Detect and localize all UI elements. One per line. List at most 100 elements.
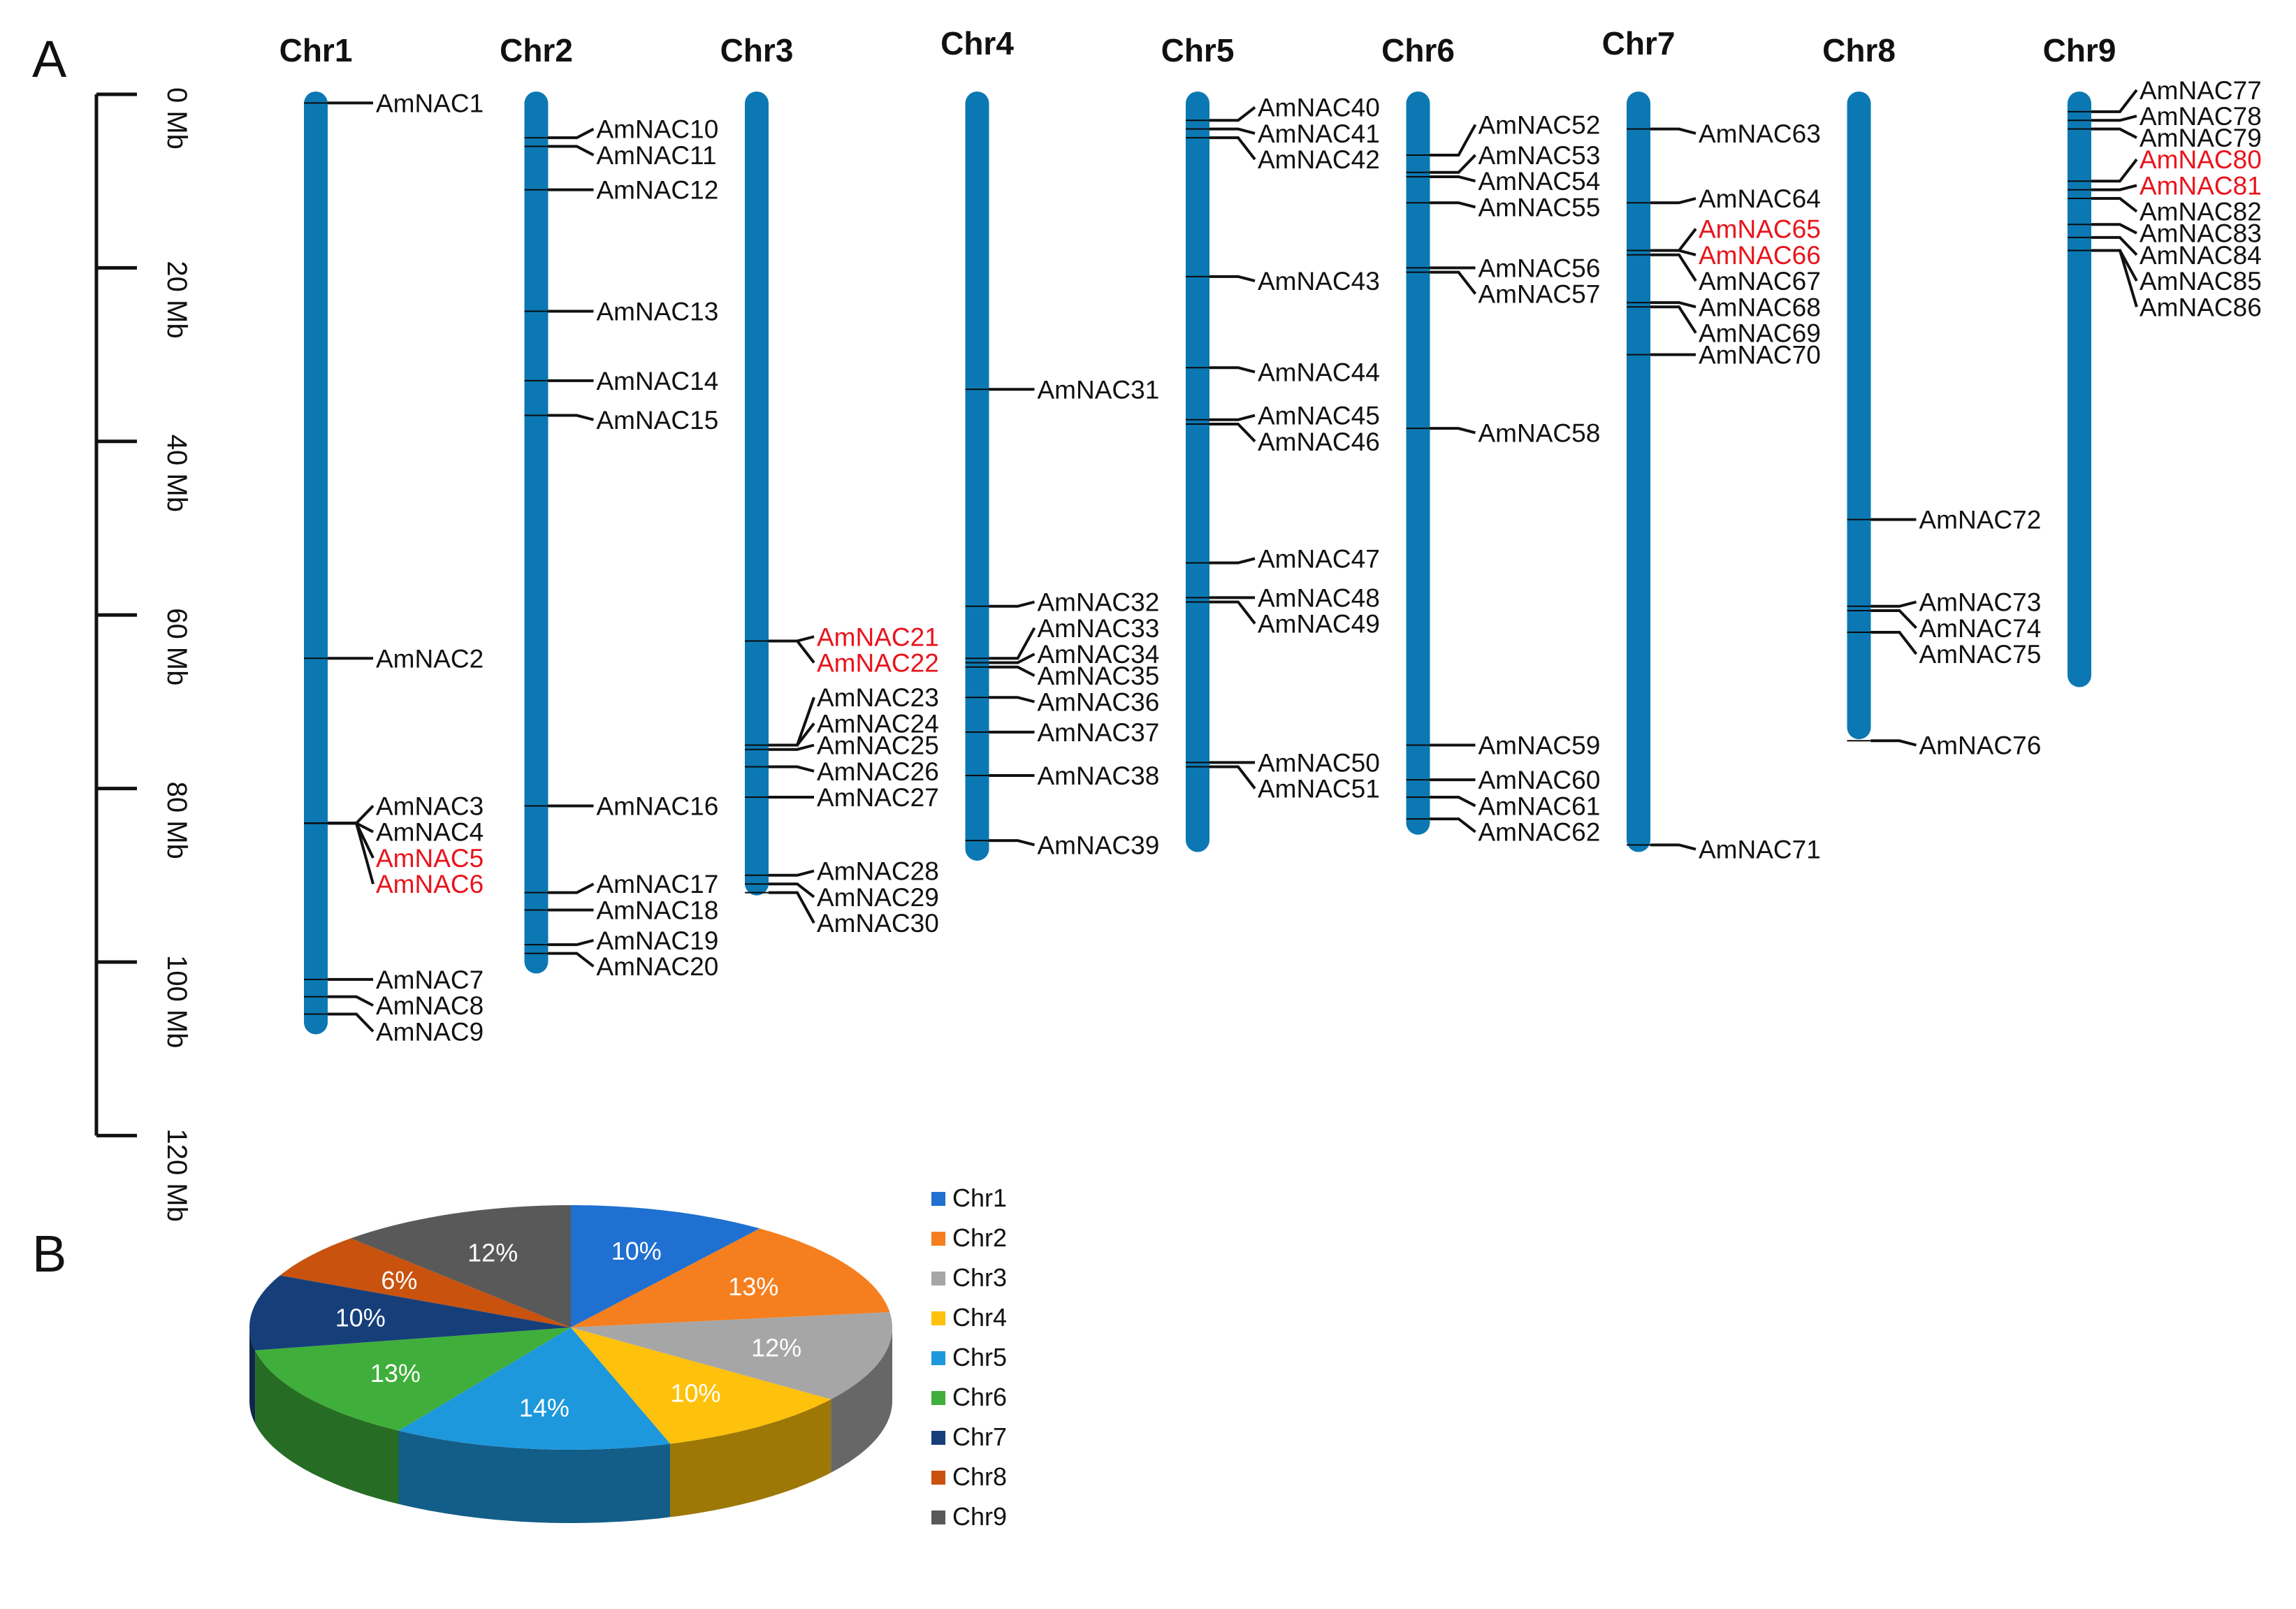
pie-top	[249, 1205, 892, 1450]
pie-value-label: 13%	[728, 1272, 778, 1301]
gene-connector	[2091, 115, 2137, 122]
gene-connector	[1430, 201, 1476, 209]
chromosome-chr4: Chr4AmNAC31AmNAC32AmNAC33AmNAC34AmNAC35A…	[940, 25, 1159, 861]
scale-tick-label: 20 Mb	[161, 261, 192, 338]
legend-swatch	[931, 1192, 945, 1206]
gene-label: AmNAC7	[376, 966, 484, 994]
legend-swatch	[931, 1510, 945, 1524]
gene-label: AmNAC59	[1478, 731, 1601, 760]
gene-connector	[1209, 765, 1256, 789]
gene-label: AmNAC15	[597, 406, 719, 435]
gene-label: AmNAC58	[1478, 418, 1601, 447]
gene-connector	[769, 639, 815, 664]
gene-label: AmNAC17	[597, 870, 719, 898]
pie-value-label: 12%	[467, 1239, 518, 1267]
gene-connector	[328, 1012, 375, 1033]
legend-label: Chr6	[952, 1383, 1007, 1411]
gene-connector	[1209, 600, 1256, 625]
chromosome-bar	[304, 92, 328, 1035]
gene-label: AmNAC37	[1038, 718, 1160, 747]
chromosome-bar	[745, 92, 769, 896]
gene-connector	[548, 145, 595, 156]
chromosome-map: Chr1AmNAC1AmNAC2AmNAC3AmNAC4AmNAC5AmNAC6…	[279, 25, 2262, 1046]
pie-value-label: 10%	[335, 1304, 386, 1332]
gene-label: AmNAC82	[2139, 198, 2262, 226]
gene-connector	[1209, 422, 1256, 443]
gene-connector	[769, 743, 815, 751]
gene-label: AmNAC2	[376, 644, 484, 673]
legend-label: Chr2	[952, 1223, 1007, 1252]
gene-connector	[1430, 175, 1476, 183]
gene-connector	[548, 127, 595, 140]
gene-connector	[1209, 414, 1256, 421]
gene-label: AmNAC14	[597, 367, 719, 395]
pie-side-chr6	[255, 1350, 399, 1504]
scale-tick-label: 40 Mb	[161, 435, 192, 512]
gene-label: AmNAC36	[1038, 687, 1160, 716]
gene-connector	[2091, 127, 2137, 139]
chromosome-bar	[965, 92, 989, 861]
gene-label: AmNAC23	[817, 683, 939, 712]
gene-connector	[1650, 127, 1696, 135]
gene-connector	[1430, 154, 1476, 174]
gene-connector	[1430, 270, 1477, 295]
gene-label: AmNAC76	[1919, 731, 2042, 760]
gene-label: AmNAC26	[817, 757, 939, 786]
gene-label: AmNAC44	[1258, 358, 1380, 386]
gene-label: AmNAC54	[1478, 167, 1601, 196]
scale-bar: 0 Mb 20 Mb 40 Mb 60 Mb 80 Mb 100 Mb 120 Mb	[94, 87, 192, 1222]
chromosome-chr3: Chr3AmNAC21AmNAC22AmNAC23AmNAC24AmNAC25A…	[720, 32, 939, 938]
gene-label: AmNAC21	[817, 623, 939, 651]
gene-label: AmNAC66	[1699, 241, 1821, 270]
gene-connector	[548, 414, 595, 421]
chromosome-title: Chr5	[1161, 32, 1235, 68]
gene-connector	[1870, 631, 1918, 655]
gene-connector	[1650, 843, 1696, 851]
gene-label: AmNAC77	[2139, 76, 2262, 105]
gene-label: AmNAC5	[376, 844, 484, 873]
gene-connector	[769, 722, 815, 747]
chromosome-bar	[1186, 92, 1209, 852]
gene-label: AmNAC19	[597, 926, 719, 955]
gene-connector	[1650, 253, 1697, 282]
gene-label: AmNAC20	[597, 952, 719, 981]
gene-connector	[1430, 796, 1476, 808]
legend-item-chr9: Chr9	[931, 1502, 1007, 1531]
gene-label: AmNAC3	[376, 792, 484, 820]
gene-connector	[2091, 184, 2137, 191]
gene-label: AmNAC40	[1258, 94, 1380, 122]
gene-label: AmNAC74	[1919, 614, 2042, 643]
chromosome-bar	[1627, 92, 1650, 852]
gene-label: AmNAC13	[597, 298, 719, 326]
gene-label: AmNAC34	[1038, 640, 1160, 669]
legend-label: Chr9	[952, 1502, 1007, 1531]
legend-item-chr4: Chr4	[931, 1303, 1007, 1332]
pie-side-chr3	[831, 1327, 892, 1473]
gene-label: AmNAC12	[597, 176, 719, 205]
gene-label: AmNAC25	[817, 731, 939, 760]
gene-label: AmNAC4	[376, 818, 484, 847]
gene-label: AmNAC33	[1038, 614, 1160, 643]
chromosome-title: Chr3	[720, 32, 794, 68]
scale-tick-label: 80 Mb	[161, 782, 192, 859]
legend-swatch	[931, 1391, 945, 1405]
gene-label: AmNAC1	[376, 89, 484, 117]
gene-label: AmNAC43	[1258, 267, 1380, 296]
gene-connector	[1430, 124, 1477, 156]
legend-label: Chr1	[952, 1184, 1007, 1212]
gene-connector	[1209, 106, 1256, 122]
gene-connector	[769, 882, 815, 898]
gene-label: AmNAC9	[376, 1017, 484, 1046]
gene-label: AmNAC30	[817, 909, 939, 938]
legend-item-chr2: Chr2	[931, 1223, 1007, 1252]
gene-connector	[2091, 158, 2138, 183]
pie-slice-chr8	[279, 1238, 571, 1327]
gene-label: AmNAC27	[817, 783, 939, 812]
gene-connector	[1209, 275, 1256, 282]
gene-label: AmNAC78	[2139, 102, 2262, 131]
gene-connector	[989, 600, 1036, 608]
scale-tick-label: 120 Mb	[161, 1128, 192, 1221]
pie-slice-chr1	[571, 1205, 760, 1327]
